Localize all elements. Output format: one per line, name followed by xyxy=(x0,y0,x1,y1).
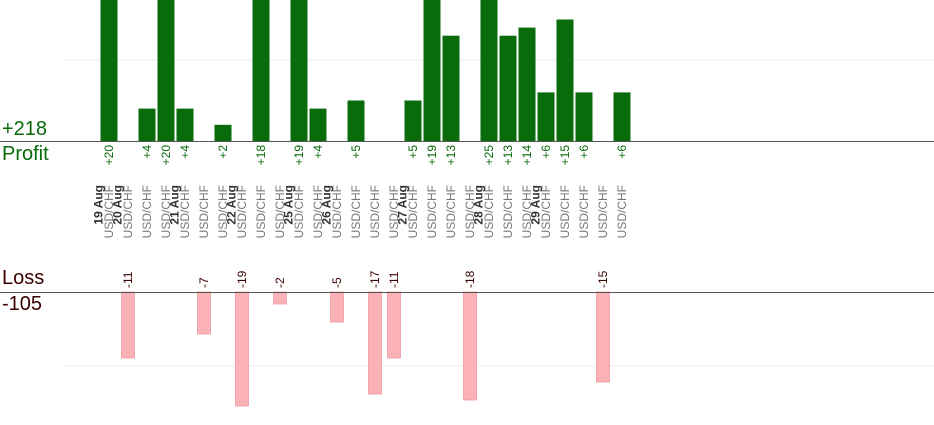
profit-value-label: +4 xyxy=(140,145,154,159)
pair-label: USD/CHF xyxy=(463,185,477,238)
date-label: 25 Aug xyxy=(282,185,296,225)
profit-bar xyxy=(556,19,574,141)
loss-bar xyxy=(368,291,382,395)
pair-label: USD/CHF xyxy=(159,185,173,238)
profit-bar xyxy=(290,0,308,141)
profit-bar xyxy=(138,108,156,141)
profit-bar xyxy=(613,92,631,141)
profit-value-label: +20 xyxy=(159,145,173,166)
profit-label: Profit xyxy=(2,143,49,165)
loss-bar xyxy=(197,291,211,335)
pair-label: USD/CHF xyxy=(178,185,192,238)
pair-label: USD/CHF xyxy=(311,185,325,238)
profit-bar xyxy=(157,0,175,141)
loss-bar xyxy=(235,291,249,407)
loss-bar xyxy=(387,291,401,359)
pair-label: USD/CHF xyxy=(292,185,306,238)
loss-total: -105 xyxy=(2,293,43,315)
profit-bar xyxy=(252,0,270,142)
profit-bar xyxy=(214,124,232,141)
loss-value-label: -17 xyxy=(368,270,382,288)
pair-label: USD/CHF xyxy=(425,185,439,238)
profit-value-label: +14 xyxy=(520,145,534,166)
pair-label: USD/CHF xyxy=(197,185,211,238)
profit-value-label: +20 xyxy=(102,145,116,166)
profit-value-label: +19 xyxy=(425,145,439,166)
profit-value-label: +4 xyxy=(178,145,192,159)
pair-label: USD/CHF xyxy=(349,185,363,238)
pair-label: USD/CHF xyxy=(216,185,230,238)
profit-bar xyxy=(480,0,498,141)
pair-label: USD/CHF xyxy=(501,185,515,238)
profit-total: +218 xyxy=(2,118,48,140)
profit-bar xyxy=(176,108,194,141)
pair-label: USD/CHF xyxy=(368,185,382,238)
loss-bar xyxy=(596,291,610,383)
profit-bar xyxy=(100,0,118,141)
profit-value-label: +4 xyxy=(311,145,325,159)
profit-bar xyxy=(423,0,441,141)
loss-label: Loss xyxy=(2,267,45,289)
loss-bar xyxy=(273,291,287,305)
profit-value-label: +6 xyxy=(577,145,591,159)
date-label: 28 Aug xyxy=(472,185,486,225)
profit-value-label: +18 xyxy=(254,145,268,166)
pair-label: USD/CHF xyxy=(558,185,572,238)
profit-value-label: +5 xyxy=(406,145,420,159)
pair-label: USD/CHF xyxy=(330,185,344,238)
loss-value-label: -7 xyxy=(197,277,211,288)
pair-label: USD/CHF xyxy=(482,185,496,238)
profit-bar xyxy=(499,35,517,142)
profit-value-label: +13 xyxy=(501,145,515,166)
loss-bar xyxy=(330,291,344,323)
pair-label: USD/CHF xyxy=(387,185,401,238)
pair-label: USD/CHF xyxy=(140,185,154,238)
loss-value-label: -15 xyxy=(596,270,610,288)
loss-value-label: -11 xyxy=(387,271,401,288)
profit-bar xyxy=(309,108,327,141)
profit-bar xyxy=(537,92,555,141)
loss-value-label: -11 xyxy=(121,271,135,288)
profit-bar xyxy=(347,100,365,141)
pair-label: USD/CHF xyxy=(444,185,458,238)
date-label: 29 Aug xyxy=(529,185,543,225)
date-label: 21 Aug xyxy=(168,185,182,225)
pair-label: USD/CHF xyxy=(596,185,610,238)
pair-label: USD/CHF xyxy=(273,185,287,238)
profit-bar xyxy=(575,92,593,141)
pair-label: USD/CHF xyxy=(235,185,249,238)
profit-value-label: +6 xyxy=(539,145,553,159)
pair-label: USD/CHF xyxy=(577,185,591,238)
profit-value-label: +15 xyxy=(558,145,572,166)
profit-value-label: +6 xyxy=(615,145,629,159)
pair-label: USD/CHF xyxy=(102,185,116,238)
profit-bar xyxy=(404,100,422,141)
pair-label: USD/CHF xyxy=(520,185,534,238)
profit-bar xyxy=(442,35,460,142)
date-label: 22 Aug xyxy=(225,185,239,225)
pair-label: USD/CHF xyxy=(254,185,268,238)
loss-bar xyxy=(463,291,477,401)
profit-value-label: +25 xyxy=(482,145,496,166)
date-label: 20 Aug xyxy=(111,185,125,225)
loss-bar xyxy=(121,291,135,359)
loss-value-label: -18 xyxy=(463,270,477,288)
profit-value-label: +5 xyxy=(349,145,363,159)
profit-bar xyxy=(518,27,536,142)
profit-value-label: +19 xyxy=(292,145,306,166)
loss-value-label: -19 xyxy=(235,270,249,288)
loss-value-label: -5 xyxy=(330,277,344,288)
pair-label: USD/CHF xyxy=(615,185,629,238)
pair-label: USD/CHF xyxy=(121,185,135,238)
loss-value-label: -2 xyxy=(273,277,287,288)
date-label: 26 Aug xyxy=(320,185,334,225)
date-label: 27 Aug xyxy=(396,185,410,225)
pair-label: USD/CHF xyxy=(406,185,420,238)
profit-value-label: +2 xyxy=(216,145,230,159)
date-label: 19 Aug xyxy=(92,185,106,225)
profit-value-label: +13 xyxy=(444,145,458,166)
pair-label: USD/CHF xyxy=(539,185,553,238)
